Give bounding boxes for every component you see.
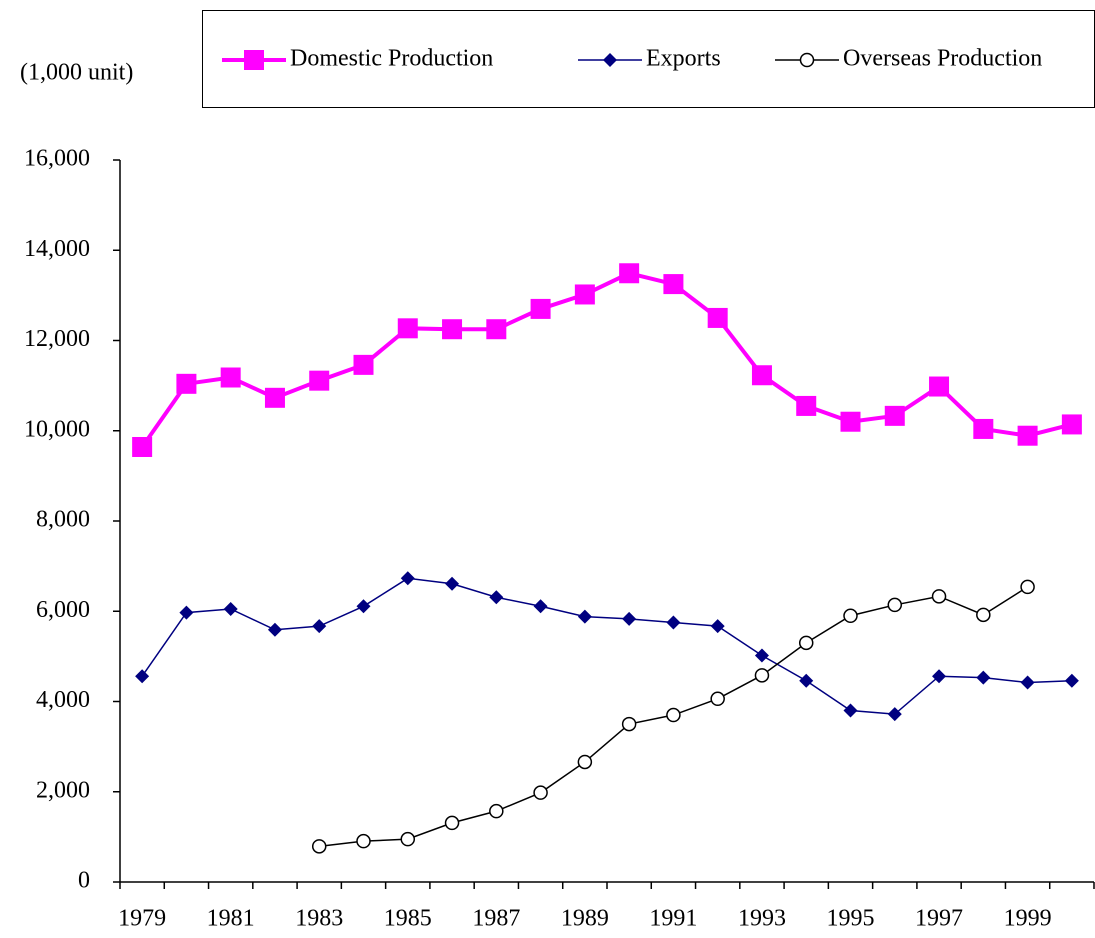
marker [796,395,817,416]
legend-marker [244,50,264,70]
marker [264,387,285,408]
marker [710,691,725,707]
marker [176,373,197,394]
y-tick-label: 2,000 [36,777,90,803]
legend-box [202,10,1095,108]
series-line [141,577,1072,715]
legend-label: Domestic Production [290,46,493,72]
y-tick-label: 12,000 [24,326,90,352]
marker [666,707,681,723]
marker [799,673,814,688]
marker [751,365,772,386]
x-tick-label: 1981 [207,906,255,932]
marker [311,839,327,854]
marker [1017,425,1038,446]
marker [1020,675,1035,690]
y-tick-label: 16,000 [24,146,90,172]
y-tick-label: 4,000 [36,687,90,713]
marker [973,418,994,439]
marker [932,669,947,684]
marker [444,815,460,831]
legend-marker [799,52,815,68]
marker [621,716,637,732]
marker [309,370,330,391]
series-line [140,271,1073,449]
y-tick-label: 14,000 [24,236,90,262]
marker [533,785,548,800]
marker [400,831,416,847]
marker [976,607,991,623]
marker [223,601,238,616]
marker [798,635,814,651]
x-tick-label: 1995 [827,906,875,932]
marker [445,576,460,591]
marker [132,436,153,457]
y-tick-label: 6,000 [36,597,90,623]
marker [356,599,371,614]
marker [356,833,371,849]
marker [267,622,282,637]
marker [135,669,150,684]
marker [843,703,858,718]
x-tick-label: 1997 [915,906,963,932]
marker [663,274,684,295]
marker [353,354,374,375]
marker [707,307,728,328]
marker [400,571,415,586]
marker [754,668,770,683]
y-tick-label: 8,000 [36,507,90,533]
marker [884,405,905,426]
marker [577,754,593,770]
marker [1064,673,1079,688]
marker [533,599,548,614]
legend-label: Exports [646,46,721,72]
x-tick-label: 1987 [472,906,520,932]
x-tick-label: 1985 [384,906,432,932]
marker [754,648,769,663]
marker [710,619,725,634]
marker [530,298,551,319]
marker [312,619,327,634]
marker [619,263,640,284]
marker [486,319,507,340]
marker [220,367,241,388]
marker [489,803,504,819]
y-tick-label: 10,000 [24,416,90,442]
marker [574,284,595,305]
marker [577,609,592,624]
y-axis-label: (1,000 unit) [20,60,133,86]
x-tick-label: 1979 [118,906,166,932]
marker [887,597,903,613]
legend-label: Overseas Production [843,46,1042,72]
x-tick-label: 1993 [738,906,786,932]
marker [931,589,947,604]
marker [887,707,902,722]
marker [489,590,504,605]
x-tick-label: 1983 [295,906,343,932]
x-tick-label: 1999 [1004,906,1052,932]
x-tick-label: 1991 [649,906,697,932]
marker [976,670,991,685]
marker [929,376,950,397]
marker [397,318,418,339]
marker [1061,414,1082,435]
marker [622,611,637,626]
marker [843,608,858,624]
marker [442,319,463,340]
x-tick-label: 1989 [561,906,609,932]
marker [840,411,861,432]
y-tick-label: 0 [78,868,90,894]
marker [1020,579,1035,595]
marker [179,605,194,620]
marker [666,615,681,630]
legend-marker [603,53,617,67]
